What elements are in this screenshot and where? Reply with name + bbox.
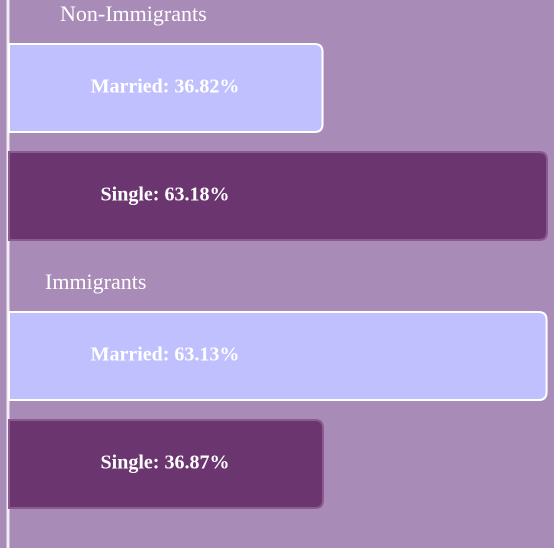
group-title: Non-Immigrants [60,1,207,26]
bar-label: Married: 63.13% [91,344,240,366]
bar [8,311,548,401]
bar-label: Single: 36.87% [101,452,230,474]
bar-label: Single: 63.18% [101,184,230,206]
group-title: Immigrants [45,269,146,294]
bar [8,419,324,509]
bar [8,43,324,133]
bar-label: Married: 36.82% [91,76,240,98]
bar [8,151,549,241]
